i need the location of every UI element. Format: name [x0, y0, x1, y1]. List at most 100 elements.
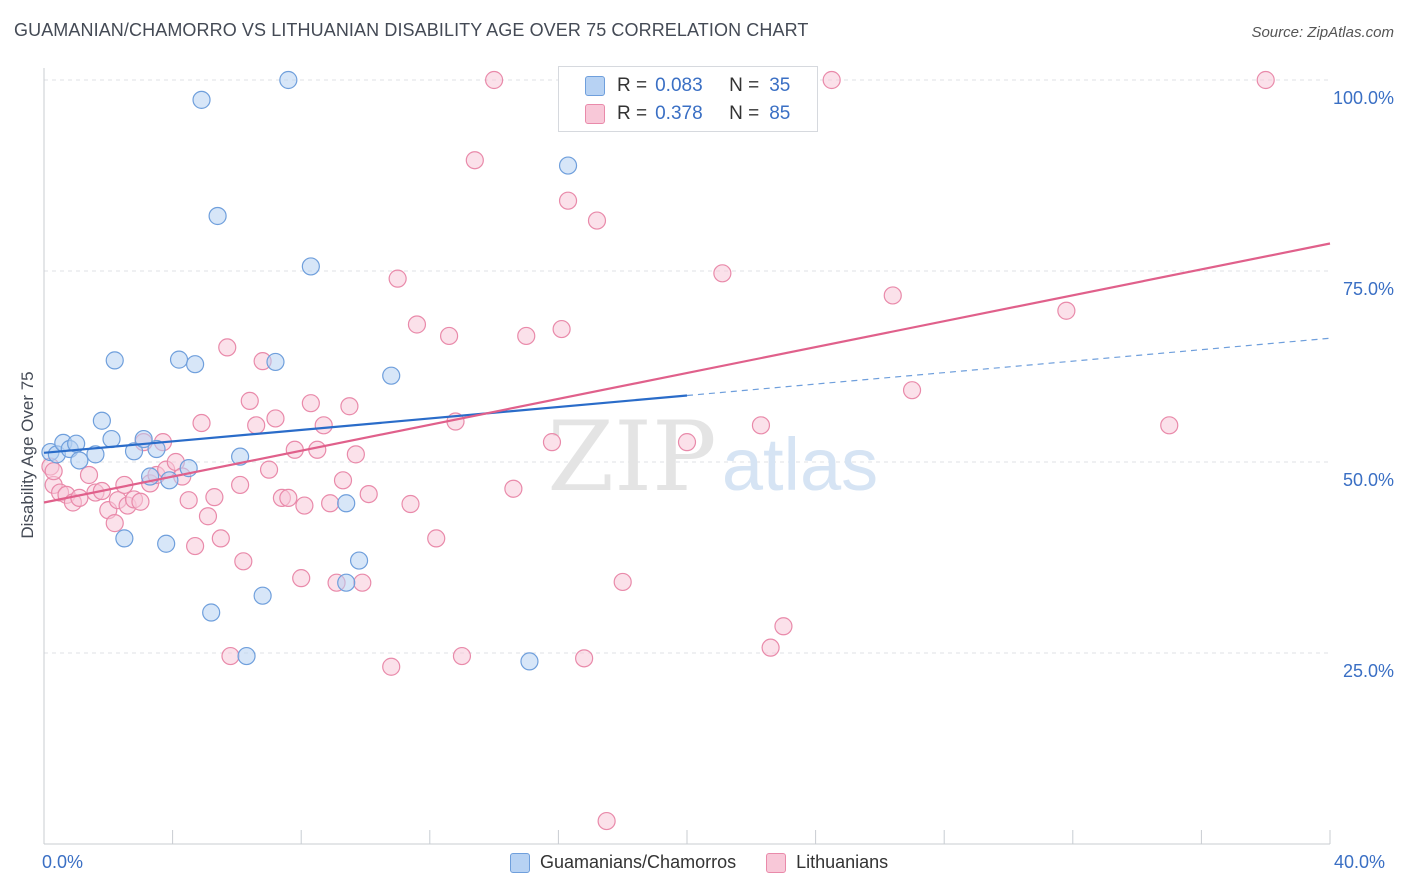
data-point	[218, 338, 237, 357]
data-point	[211, 529, 230, 548]
chart-title: GUAMANIAN/CHAMORRO VS LITHUANIAN DISABIL…	[14, 20, 809, 40]
legend-swatch-blue	[585, 76, 605, 96]
data-point	[349, 551, 369, 570]
data-point	[231, 447, 250, 466]
trend-line-lithuanians	[43, 242, 1331, 504]
data-point	[587, 211, 607, 230]
data-point	[321, 494, 340, 513]
data-point	[337, 494, 356, 513]
data-point	[359, 484, 378, 504]
data-point	[79, 465, 99, 485]
legend-n-value: 35	[769, 75, 791, 96]
data-point	[485, 70, 504, 90]
data-point	[308, 440, 327, 459]
data-point	[70, 451, 89, 470]
data-point	[1256, 70, 1275, 90]
data-point	[314, 416, 333, 435]
data-point	[237, 646, 256, 666]
data-point	[279, 488, 298, 508]
legend-r-label: R =	[617, 103, 648, 124]
legend-r-value: 0.378	[655, 103, 703, 124]
data-point	[70, 488, 89, 508]
data-point	[465, 151, 484, 170]
data-point	[382, 657, 401, 676]
data-point	[902, 381, 922, 400]
legend-item-guamanians: Guamanians/Chamorros	[510, 852, 736, 873]
data-point	[597, 811, 616, 831]
data-point	[333, 471, 353, 490]
data-point	[761, 638, 780, 657]
data-point	[205, 488, 224, 507]
data-point	[427, 529, 446, 548]
data-point	[520, 652, 539, 671]
legend-item-lithuanians: Lithuanians	[766, 852, 888, 873]
data-point	[115, 529, 134, 548]
data-point	[234, 552, 253, 571]
data-point	[353, 573, 372, 592]
series-legend: Guamanians/Chamorros Lithuanians	[510, 852, 918, 873]
data-point	[192, 413, 211, 433]
data-point	[1057, 301, 1076, 320]
data-point	[266, 352, 285, 372]
stats-legend: R = 0.083 N = 35 R = 0.378 N = 85	[558, 66, 818, 132]
source-label: Source: ZipAtlas.com	[1251, 24, 1394, 41]
data-point	[105, 514, 124, 533]
data-point	[44, 462, 63, 481]
data-point	[253, 586, 272, 605]
x-tick-label-max: 40.0%	[1334, 852, 1386, 872]
data-point	[822, 70, 841, 90]
legend-swatch-pink	[585, 104, 605, 124]
data-point	[259, 460, 279, 479]
data-point	[147, 439, 166, 459]
legend-r-value: 0.083	[655, 75, 703, 96]
data-point	[575, 649, 594, 668]
data-point	[198, 507, 218, 526]
data-point	[169, 350, 189, 369]
data-point	[179, 491, 198, 510]
data-point	[186, 355, 205, 374]
data-point	[346, 445, 365, 464]
data-point	[340, 397, 359, 416]
data-point	[439, 326, 459, 346]
data-point	[552, 319, 571, 339]
legend-n-value: 85	[769, 103, 791, 124]
trend-line-guamanians	[43, 394, 688, 454]
legend-r-label: R =	[617, 75, 648, 96]
data-point	[517, 326, 536, 346]
data-point	[202, 603, 221, 622]
watermark-zip: ZIP	[547, 401, 716, 513]
data-point	[504, 479, 523, 498]
legend-swatch-blue	[510, 852, 530, 873]
data-point	[186, 536, 205, 556]
data-point	[382, 366, 401, 385]
x-tick-label-min: 0.0%	[42, 852, 84, 872]
legend-n-label: N =	[729, 75, 760, 96]
watermark: ZIP atlas	[547, 401, 878, 513]
data-point	[388, 269, 407, 288]
trend-extension-guamanians	[686, 337, 1331, 397]
y-tick-label: 100.0%	[1333, 88, 1394, 108]
data-point	[102, 429, 121, 449]
data-point	[883, 286, 902, 305]
data-point	[240, 391, 259, 410]
data-point	[337, 573, 356, 592]
legend-series-label: Lithuanians	[796, 852, 889, 872]
data-point	[221, 646, 240, 666]
data-point	[295, 496, 314, 515]
y-tick-labels: 25.0% 50.0% 75.0% 100.0%	[1333, 88, 1394, 681]
data-point	[192, 90, 211, 109]
data-point	[407, 315, 427, 334]
data-point	[292, 569, 311, 588]
data-point	[558, 156, 578, 175]
data-point	[401, 494, 420, 514]
data-point	[751, 416, 771, 435]
data-point	[713, 264, 732, 283]
legend-swatch-pink	[766, 852, 787, 873]
y-axis-label: Disability Age Over 75	[18, 371, 37, 539]
data-point	[160, 471, 179, 490]
y-tick-label: 25.0%	[1343, 661, 1394, 681]
y-tick-label: 75.0%	[1343, 279, 1394, 299]
legend-n-label: N =	[729, 103, 760, 124]
data-point	[105, 351, 124, 370]
